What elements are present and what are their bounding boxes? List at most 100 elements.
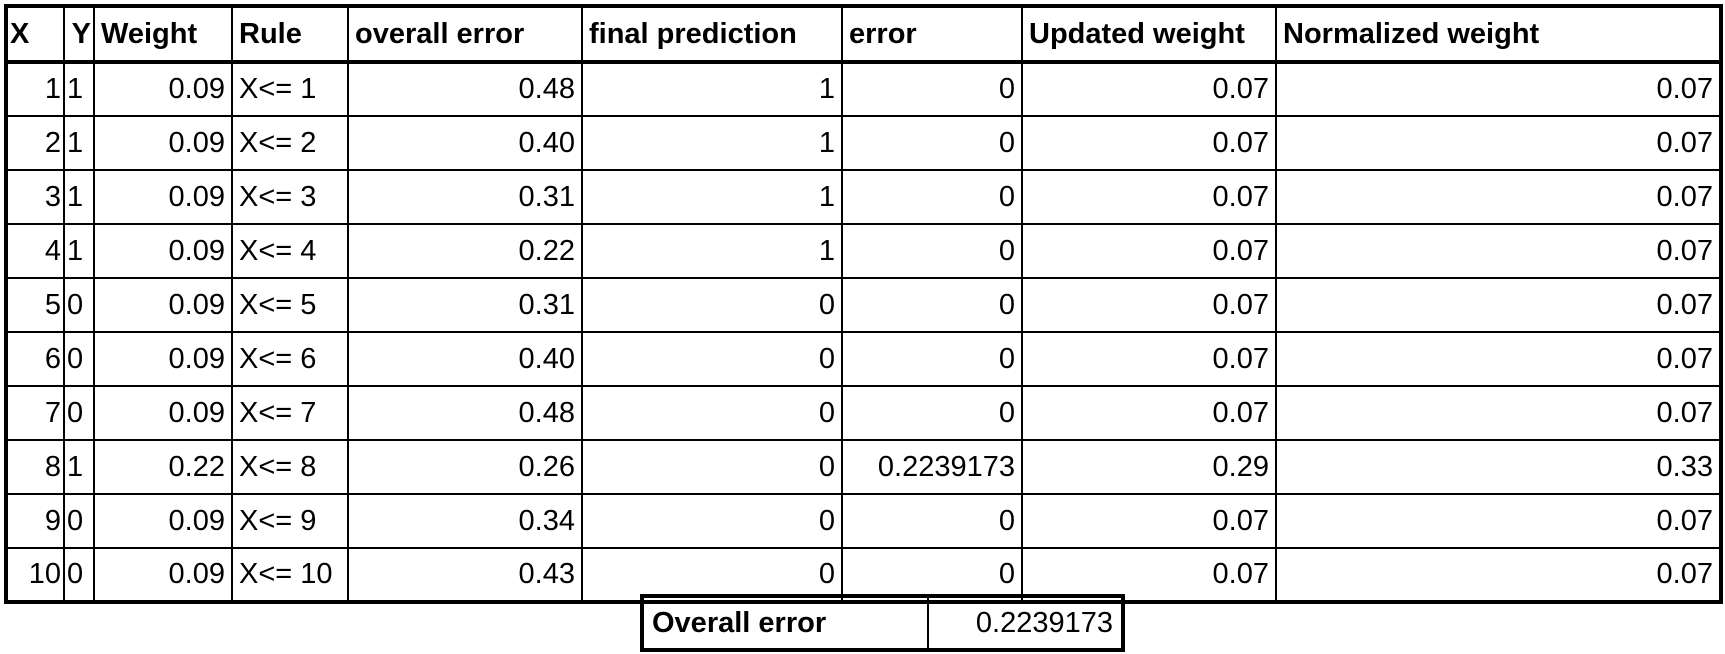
cell-error: 0 [841,61,1023,117]
cell-final-prediction: 0 [581,439,843,495]
header-error: error [841,5,1023,63]
cell-y: 1 [63,169,95,225]
cell-x: 3 [5,169,65,225]
cell-error: 0.2239173 [841,439,1023,495]
cell-overall-error: 0.48 [347,385,583,441]
cell-weight: 0.09 [93,223,233,279]
cell-final-prediction: 1 [581,223,843,279]
cell-y: 1 [63,61,95,117]
cell-error: 0 [841,169,1023,225]
header-y: Y [63,5,95,63]
cell-weight: 0.09 [93,61,233,117]
header-updated-weight: Updated weight [1021,5,1277,63]
cell-updated-weight: 0.29 [1021,439,1277,495]
cell-rule: X<= 3 [231,169,349,225]
cell-updated-weight: 0.07 [1021,277,1277,333]
summary-label: Overall error [641,595,929,651]
header-final-prediction: final prediction [581,5,843,63]
cell-rule: X<= 8 [231,439,349,495]
table-row: 3 1 0.09 X<= 3 0.31 1 0 0.07 0.07 [5,169,1722,225]
header-row: X Y Weight Rule overall error final pred… [5,5,1722,63]
cell-final-prediction: 1 [581,169,843,225]
cell-normalized-weight: 0.33 [1275,439,1722,495]
cell-updated-weight: 0.07 [1021,115,1277,171]
cell-y: 0 [63,547,95,603]
cell-normalized-weight: 0.07 [1275,223,1722,279]
cell-overall-error: 0.31 [347,277,583,333]
cell-normalized-weight: 0.07 [1275,115,1722,171]
cell-y: 0 [63,385,95,441]
cell-error: 0 [841,277,1023,333]
overall-error-summary: Overall error 0.2239173 [640,594,1125,652]
cell-normalized-weight: 0.07 [1275,169,1722,225]
cell-final-prediction: 0 [581,331,843,387]
cell-overall-error: 0.40 [347,115,583,171]
cell-error: 0 [841,115,1023,171]
table-row: 5 0 0.09 X<= 5 0.31 0 0 0.07 0.07 [5,277,1722,333]
cell-updated-weight: 0.07 [1021,385,1277,441]
cell-overall-error: 0.48 [347,61,583,117]
cell-x: 5 [5,277,65,333]
cell-updated-weight: 0.07 [1021,223,1277,279]
table-row: 9 0 0.09 X<= 9 0.34 0 0 0.07 0.07 [5,493,1722,549]
cell-y: 1 [63,439,95,495]
header-normalized-weight: Normalized weight [1275,5,1722,63]
cell-x: 4 [5,223,65,279]
table-row: 10 0 0.09 X<= 10 0.43 0 0 0.07 0.07 [5,547,1722,603]
cell-overall-error: 0.34 [347,493,583,549]
table-row: 8 1 0.22 X<= 8 0.26 0 0.2239173 0.29 0.33 [5,439,1722,495]
weights-table: X Y Weight Rule overall error final pred… [4,4,1723,604]
cell-weight: 0.09 [93,547,233,603]
cell-y: 0 [63,331,95,387]
cell-rule: X<= 5 [231,277,349,333]
header-rule: Rule [231,5,349,63]
cell-y: 1 [63,223,95,279]
cell-weight: 0.09 [93,277,233,333]
cell-overall-error: 0.43 [347,547,583,603]
cell-normalized-weight: 0.07 [1275,61,1722,117]
table-row: 2 1 0.09 X<= 2 0.40 1 0 0.07 0.07 [5,115,1722,171]
cell-rule: X<= 7 [231,385,349,441]
table-row: 7 0 0.09 X<= 7 0.48 0 0 0.07 0.07 [5,385,1722,441]
cell-rule: X<= 2 [231,115,349,171]
table-row: 1 1 0.09 X<= 1 0.48 1 0 0.07 0.07 [5,61,1722,117]
cell-updated-weight: 0.07 [1021,493,1277,549]
cell-x: 1 [5,61,65,117]
cell-overall-error: 0.40 [347,331,583,387]
cell-x: 2 [5,115,65,171]
cell-overall-error: 0.22 [347,223,583,279]
cell-overall-error: 0.26 [347,439,583,495]
table-body: 1 1 0.09 X<= 1 0.48 1 0 0.07 0.07 2 1 0.09 X<= 2 0.40… [5,61,1722,603]
cell-normalized-weight: 0.07 [1275,493,1722,549]
cell-error: 0 [841,331,1023,387]
cell-updated-weight: 0.07 [1021,547,1277,603]
cell-weight: 0.22 [93,439,233,495]
cell-rule: X<= 9 [231,493,349,549]
cell-updated-weight: 0.07 [1021,169,1277,225]
table-row: 6 0 0.09 X<= 6 0.40 0 0 0.07 0.07 [5,331,1722,387]
cell-weight: 0.09 [93,169,233,225]
summary-row: Overall error 0.2239173 [641,595,1124,651]
cell-error: 0 [841,385,1023,441]
cell-y: 0 [63,493,95,549]
cell-y: 0 [63,277,95,333]
cell-final-prediction: 0 [581,385,843,441]
cell-weight: 0.09 [93,331,233,387]
cell-normalized-weight: 0.07 [1275,331,1722,387]
cell-final-prediction: 0 [581,547,843,603]
cell-final-prediction: 1 [581,61,843,117]
header-weight: Weight [93,5,233,63]
cell-x: 6 [5,331,65,387]
cell-x: 10 [5,547,65,603]
cell-weight: 0.09 [93,385,233,441]
header-overall-error: overall error [347,5,583,63]
cell-updated-weight: 0.07 [1021,331,1277,387]
cell-error: 0 [841,547,1023,603]
cell-final-prediction: 0 [581,277,843,333]
cell-rule: X<= 10 [231,547,349,603]
cell-normalized-weight: 0.07 [1275,385,1722,441]
cell-updated-weight: 0.07 [1021,61,1277,117]
cell-weight: 0.09 [93,493,233,549]
cell-normalized-weight: 0.07 [1275,277,1722,333]
cell-overall-error: 0.31 [347,169,583,225]
